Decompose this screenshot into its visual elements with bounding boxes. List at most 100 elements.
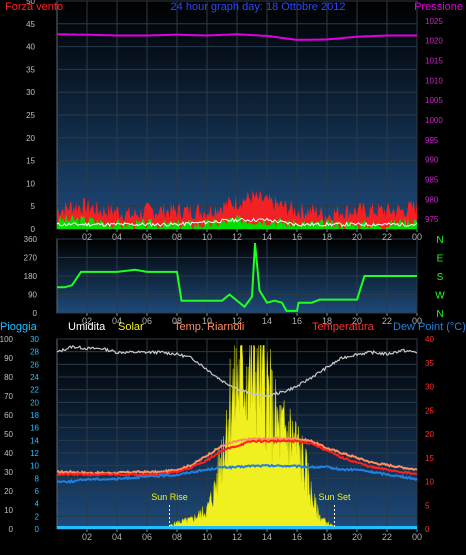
y-tick-label-umidita: 28 [30, 348, 39, 357]
y-tick-label-umidita: 4 [35, 500, 40, 509]
y-right-tick-label: 985 [425, 175, 439, 184]
legend-item: Pioggia [0, 321, 38, 333]
compass-label: S [437, 272, 444, 283]
x-tick-label: 06 [142, 232, 152, 242]
y-right-tick-label: 1020 [425, 37, 443, 46]
y-tick-label-umidita: 26 [30, 360, 39, 369]
compass-label: N [436, 309, 443, 320]
y-tick-label: 20 [26, 134, 35, 143]
series-forza-vento [57, 190, 417, 229]
y-right-tick-label: 25 [425, 406, 434, 415]
y-tick-label: 5 [31, 202, 36, 211]
x-tick-label: 14 [262, 532, 272, 542]
y-tick-label: 360 [24, 235, 38, 244]
y-tick-label-umidita: 6 [35, 487, 40, 496]
x-tick-label: 14 [262, 316, 272, 326]
y-tick-label-percent: 50 [4, 430, 13, 439]
y-tick-label: 35 [26, 65, 35, 74]
x-tick-label: 12 [232, 532, 242, 542]
sun-annotation: Sun Rise [151, 492, 188, 502]
y-tick-label-umidita: 20 [30, 398, 39, 407]
x-tick-label: 12 [232, 316, 242, 326]
y-right-tick-label: 995 [425, 136, 439, 145]
y-tick-label-percent: 20 [4, 487, 13, 496]
x-tick-label: 08 [172, 232, 182, 242]
x-tick-label: 10 [202, 532, 212, 542]
y-tick-label: 50 [26, 0, 35, 6]
y-tick-label-umidita: 0 [35, 525, 40, 534]
y-tick-label: 90 [28, 291, 37, 300]
x-tick-label: 18 [322, 532, 332, 542]
x-tick-label: 12 [232, 232, 242, 242]
y-right-tick-label: 5 [425, 501, 430, 510]
x-tick-label: 10 [202, 232, 212, 242]
y-tick-label-percent: 70 [4, 392, 13, 401]
x-tick-label: 02 [82, 316, 92, 326]
x-tick-label: 16 [292, 232, 302, 242]
x-tick-label: 02 [82, 532, 92, 542]
y-tick-label: 15 [26, 157, 35, 166]
y-tick-label-umidita: 8 [35, 474, 40, 483]
y-right-tick-label: 1000 [425, 116, 443, 125]
y-tick-label-percent: 0 [9, 525, 14, 534]
x-tick-label: 06 [142, 316, 152, 326]
series-direzione [57, 243, 417, 312]
y-right-tick-label: 1015 [425, 56, 443, 65]
compass-label: N [436, 235, 443, 246]
y-right-tick-label: 10 [425, 478, 434, 487]
series-temperatura [56, 438, 418, 477]
y-tick-label-percent: 100 [0, 335, 14, 344]
x-tick-label: 16 [292, 532, 302, 542]
series-temp-riarnoli [56, 436, 418, 476]
y-tick-label: 0 [31, 225, 36, 234]
x-tick-label: 04 [112, 532, 122, 542]
y-right-tick-label: 20 [425, 430, 434, 439]
series-umidita [57, 345, 418, 398]
x-tick-label: 06 [142, 532, 152, 542]
y-tick-label-percent: 30 [4, 468, 13, 477]
y-tick-label: 180 [24, 272, 38, 281]
x-tick-label: 08 [172, 316, 182, 326]
series-pioggia [57, 526, 417, 529]
y-right-tick-label: 30 [425, 383, 434, 392]
y-right-tick-label: 975 [425, 215, 439, 224]
x-tick-label: 22 [382, 532, 392, 542]
y-tick-label: 40 [26, 43, 35, 52]
y-tick-label-umidita: 14 [30, 436, 39, 445]
x-tick-label: 16 [292, 316, 302, 326]
y-tick-label-umidita: 10 [30, 462, 39, 471]
y-tick-label: 30 [26, 88, 35, 97]
x-tick-label: 00 [412, 316, 422, 326]
sun-annotation: Sun Set [318, 492, 351, 502]
y-right-tick-label: 1005 [425, 96, 443, 105]
y-tick-label-percent: 90 [4, 354, 13, 363]
y-right-tick-label: 990 [425, 156, 439, 165]
legend-item: Temp. Riarnoli [174, 321, 244, 333]
x-tick-label: 00 [412, 232, 422, 242]
y-tick-label-percent: 10 [4, 506, 13, 515]
series-mean [56, 217, 418, 228]
y-tick-label: 10 [26, 179, 35, 188]
legend-forza-vento: Forza vento [5, 1, 63, 13]
y-tick-label-umidita: 12 [30, 449, 39, 458]
legend-item: Temperatura [312, 321, 375, 333]
y-right-tick-label: 35 [425, 359, 434, 368]
legend-pressione: Pressione [414, 1, 463, 13]
y-tick-label-percent: 60 [4, 411, 13, 420]
x-tick-label: 18 [322, 316, 332, 326]
x-tick-label: 22 [382, 232, 392, 242]
x-tick-label: 18 [322, 232, 332, 242]
y-tick-label: 25 [26, 111, 35, 120]
y-tick-label-umidita: 2 [35, 512, 40, 521]
legend-item: Solar [118, 321, 144, 333]
legend-item: Dew Point (°C) [393, 321, 466, 333]
series-dew-point-c- [56, 463, 418, 484]
y-tick-label: 270 [24, 254, 38, 263]
series-pressione [57, 33, 417, 41]
compass-label: W [435, 291, 445, 302]
x-tick-label: 04 [112, 232, 122, 242]
y-tick-label-umidita: 22 [30, 386, 39, 395]
x-tick-label: 10 [202, 316, 212, 326]
y-tick-label-umidita: 18 [30, 411, 39, 420]
